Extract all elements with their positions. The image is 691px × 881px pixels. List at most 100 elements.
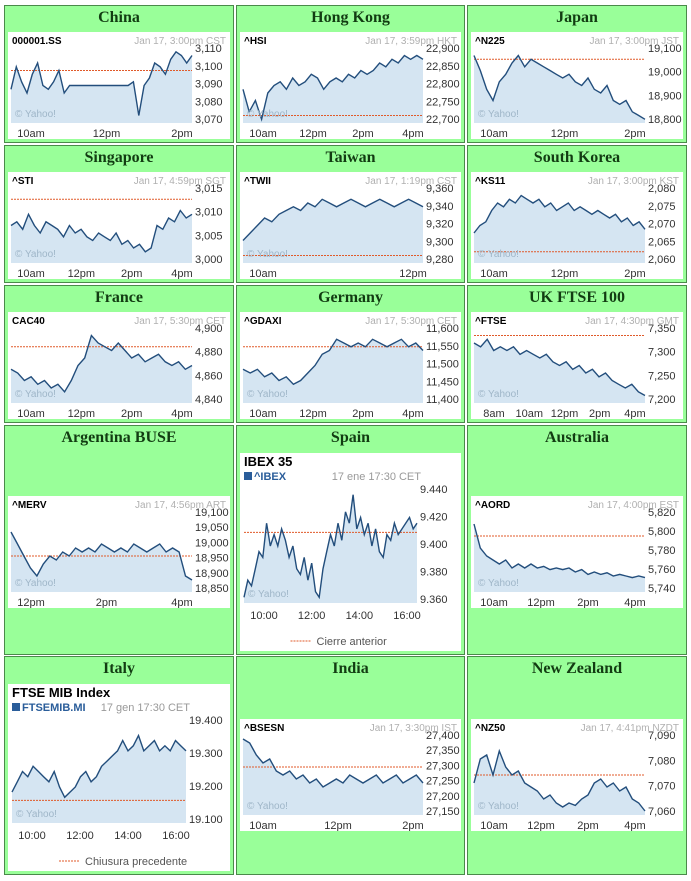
x-tick-label: 12pm: [17, 597, 45, 608]
chart-france[interactable]: CAC40 Jan 17, 5:30pm CET 4,900 4,880 4,860 4,…: [8, 312, 230, 419]
region-title: China: [98, 9, 140, 26]
x-tick-label: 4pm: [624, 408, 645, 419]
region-cell-taiwan: Taiwan ^TWII Jan 17, 1:19pm CST 9,360 9,340 9…: [236, 145, 465, 283]
y-tick-label: 5,740: [648, 583, 676, 595]
y-tick-label: 7,070: [648, 781, 676, 793]
x-tick-label: 4pm: [171, 408, 192, 419]
region-cell-hongkong: Hong Kong ^HSI Jan 17, 3:59pm HKT 22,900 22,…: [236, 5, 465, 143]
x-tick-label: 4pm: [402, 408, 423, 419]
chart-hongkong[interactable]: ^HSI Jan 17, 3:59pm HKT 22,900 22,850 22,800…: [240, 32, 461, 139]
timestamp-label: Jan 17, 3:30pm IST: [370, 723, 457, 734]
timestamp-label: 17 gen 17:30 CET: [101, 702, 191, 714]
yahoo-watermark: © Yahoo!: [478, 249, 519, 260]
y-tick-label: 9.420: [420, 512, 448, 524]
x-tick-label: 14:00: [114, 830, 142, 842]
region-title: Germany: [318, 289, 383, 306]
x-tick-label: 10:00: [250, 610, 278, 622]
chart-australia[interactable]: ^AORD Jan 17, 4:00pm EST 5,820 5,800 5,780 5,…: [471, 496, 683, 608]
region-cell-newzealand: New Zealand ^NZ50 Jan 17, 4:41pm NZDT 7,090…: [467, 656, 687, 875]
price-area: [243, 339, 423, 403]
x-tick-label: 12pm: [93, 128, 121, 139]
x-tick-label: 16:00: [162, 830, 190, 842]
region-cell-italy: Italy FTSE MIB Index FTSEMIB.MI 17 gen 17:3…: [4, 656, 234, 875]
timestamp-label: Jan 17, 3:59pm HKT: [365, 36, 457, 47]
region-cell-australia: Australia ^AORD Jan 17, 4:00pm EST 5,820 5,8…: [467, 425, 687, 655]
y-tick-label: 11,550: [426, 341, 459, 353]
yahoo-watermark: © Yahoo!: [15, 389, 56, 400]
y-tick-label: 2,075: [648, 201, 676, 213]
price-area: [243, 739, 423, 815]
y-tick-label: 4,900: [195, 323, 223, 335]
region-title: India: [332, 660, 369, 677]
region-cell-singapore: Singapore ^STI Jan 17, 4:59pm SGT 3,015 3,01…: [4, 145, 234, 283]
chart-newzealand[interactable]: ^NZ50 Jan 17, 4:41pm NZDT 7,090 7,080 7,070 7…: [471, 719, 683, 831]
chart-singapore[interactable]: ^STI Jan 17, 4:59pm SGT 3,015 3,010 3,005 3,0…: [8, 172, 230, 279]
y-tick-label: 27,400: [426, 730, 460, 742]
yahoo-watermark: © Yahoo!: [247, 109, 288, 120]
y-tick-label: 27,150: [426, 806, 460, 818]
price-area: [11, 532, 192, 592]
y-tick-label: 18,850: [195, 583, 229, 595]
y-tick-label: 3,080: [195, 96, 223, 108]
price-line: [10, 50, 193, 116]
chart-india[interactable]: ^BSESN Jan 17, 3:30pm IST 27,400 27,350 27,3…: [240, 719, 461, 831]
y-tick-label: 7,060: [648, 806, 676, 818]
x-tick-label: 2pm: [352, 128, 373, 139]
chart-taiwan[interactable]: ^TWII Jan 17, 1:19pm CST 9,360 9,340 9,320 9,…: [240, 172, 461, 279]
x-tick-label: 10am: [249, 268, 277, 279]
y-tick-label: 7,080: [648, 755, 676, 767]
chart-argentina[interactable]: ^MERV Jan 17, 4:56pm ART 19,100 19,050 19,00…: [8, 496, 230, 608]
y-tick-label: 11,600: [426, 323, 459, 335]
y-tick-label: 22,850: [426, 61, 460, 73]
chart-japan[interactable]: ^N225 Jan 17, 3:00pm JST 19,100 19,000 18,90…: [471, 32, 683, 139]
x-tick-label: 10am: [515, 408, 543, 419]
y-tick-label: 7,090: [648, 730, 676, 742]
x-tick-label: 12pm: [551, 128, 579, 139]
price-line: [243, 494, 418, 600]
chart-uk[interactable]: ^FTSE Jan 17, 4:30pm GMT 7,350 7,300 7,250 7,…: [471, 312, 683, 419]
symbol-label: ^NZ50: [475, 723, 506, 734]
y-tick-label: 27,300: [426, 760, 460, 772]
x-tick-label: 10:00: [18, 830, 46, 842]
region-title: Spain: [330, 429, 371, 446]
region-title: France: [95, 289, 143, 306]
price-line: [473, 748, 646, 812]
region-cell-china: China 000001.SS Jan 17, 3:00pm CST 3,110 3,1…: [4, 5, 234, 143]
region-title: Japan: [556, 9, 598, 26]
chart-italy[interactable]: FTSE MIB Index FTSEMIB.MI 17 gen 17:30 CET…: [8, 684, 230, 871]
symbol-label: CAC40: [12, 316, 45, 327]
symbol-label: 000001.SS: [12, 36, 62, 47]
price-area: [12, 735, 186, 823]
x-tick-label: 2pm: [121, 268, 142, 279]
symbol-label: FTSEMIB.MI: [22, 702, 86, 714]
region-cell-india: India ^BSESN Jan 17, 3:30pm IST 27,400 27,35…: [236, 656, 465, 875]
y-tick-label: 5,800: [648, 526, 676, 538]
y-tick-label: 2,070: [648, 219, 676, 231]
x-tick-label: 12:00: [66, 830, 94, 842]
price-line: [11, 733, 187, 799]
chart-spain[interactable]: IBEX 35 ^IBEX 17 ene 17:30 CET 9.440 9.420 9.…: [240, 453, 461, 651]
x-tick-label: 10am: [17, 128, 45, 139]
price-area: [474, 339, 645, 403]
x-tick-label: 2pm: [402, 820, 423, 831]
price-line: [242, 54, 424, 122]
y-tick-label: 18,800: [648, 114, 682, 126]
x-tick-label: 12pm: [527, 597, 555, 608]
x-tick-label: 2pm: [121, 408, 142, 419]
timestamp-label: Jan 17, 4:00pm EST: [588, 500, 679, 511]
chart-southkorea[interactable]: ^KS11 Jan 17, 3:00pm KST 2,080 2,075 2,070 2,…: [471, 172, 683, 279]
y-tick-label: 5,780: [648, 545, 676, 557]
x-tick-label: 12pm: [551, 268, 579, 279]
chart-germany[interactable]: ^GDAXI Jan 17, 5:30pm CET 11,600 11,550 11,5…: [240, 312, 461, 419]
chart-china[interactable]: 000001.SS Jan 17, 3:00pm CST 3,110 3,100 3,0…: [8, 32, 230, 139]
y-tick-label: 4,860: [195, 370, 223, 382]
x-tick-label: 2pm: [577, 597, 598, 608]
y-tick-label: 9,320: [426, 219, 454, 231]
y-tick-label: 19,100: [648, 43, 682, 55]
